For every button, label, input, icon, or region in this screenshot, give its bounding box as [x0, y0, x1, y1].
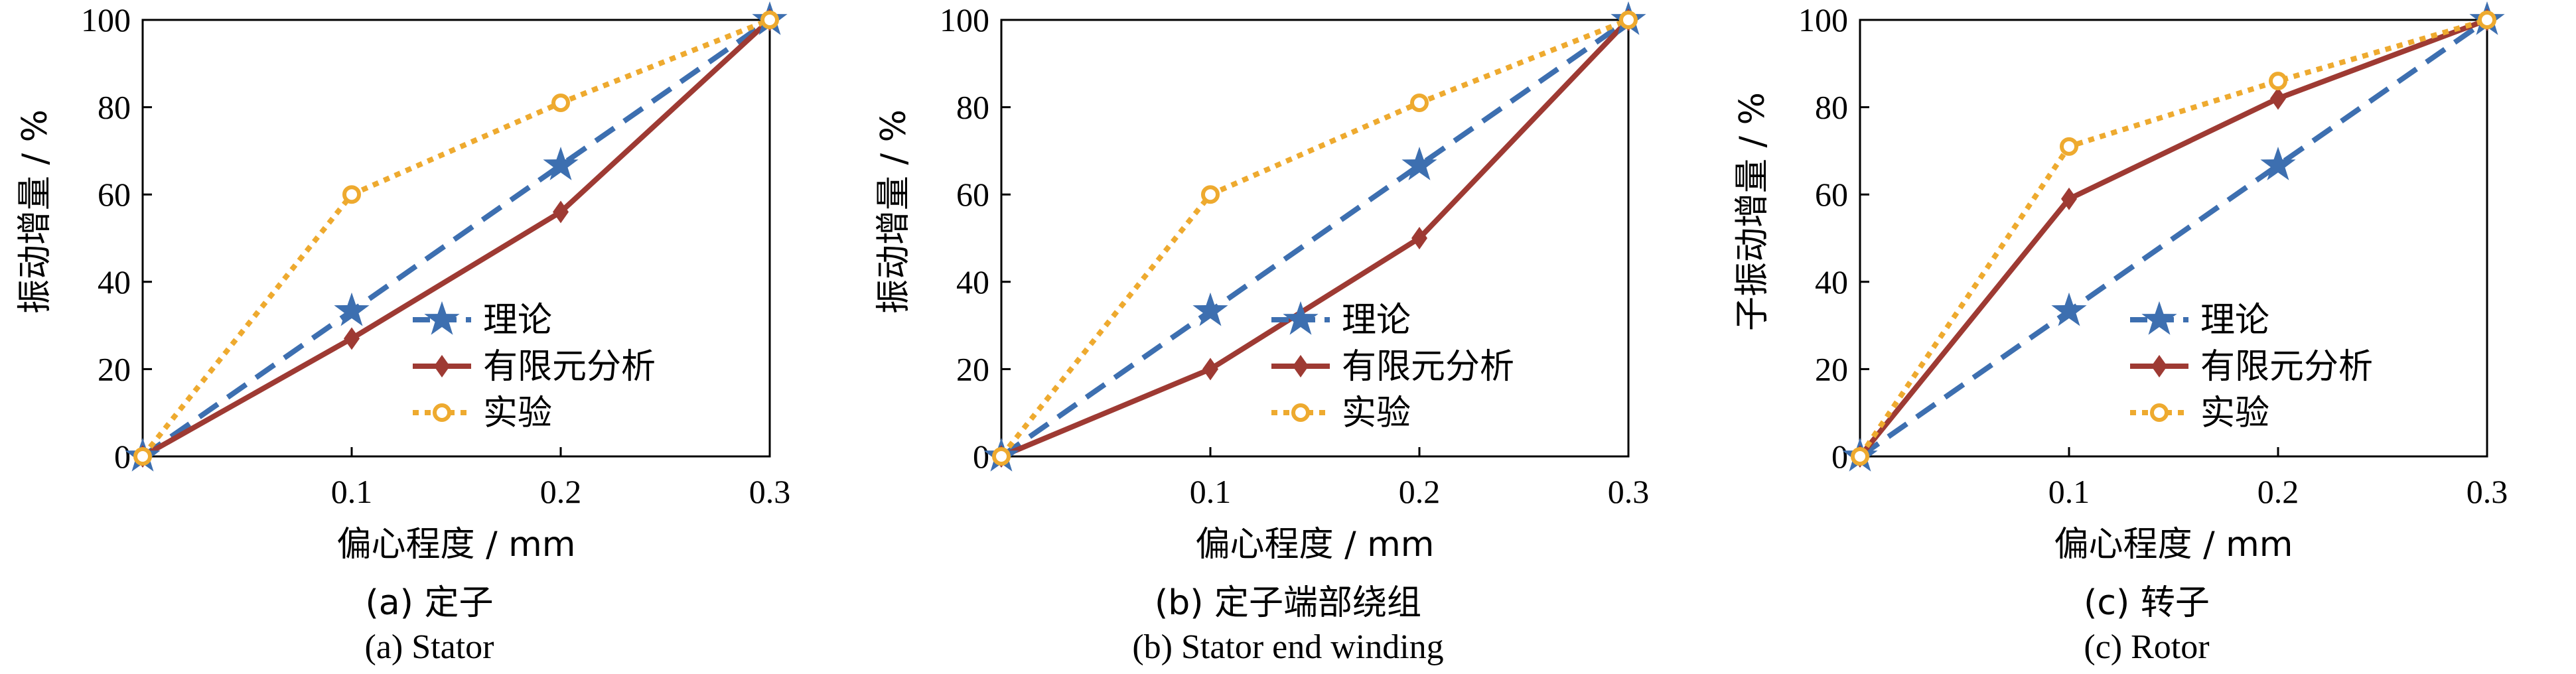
series-line-2: [999, 17, 1630, 458]
y-tick-label: 80: [956, 89, 989, 126]
x-tick-label: 0.3: [749, 473, 791, 510]
caption-cn-c: (c) 转子: [2084, 583, 2210, 623]
y-tick-label: 40: [98, 263, 131, 301]
legend-label-2: 实验: [1342, 393, 1411, 433]
y-tick-label: 60: [956, 176, 989, 213]
chart-b-svg: 0 20 40 60 80 100 0.1 0.2 0.3 偏心程度 / mm 振动增量 / % 理论…: [874, 1, 1650, 565]
series-0-point: [2051, 292, 2087, 326]
series-1-point: [1202, 358, 1218, 381]
legend-label-0: 理论: [483, 301, 552, 340]
series-line-0: [999, 17, 1630, 459]
legend-marker-0: [1283, 301, 1319, 335]
y-tick-label: 20: [98, 350, 131, 387]
series-1-point: [553, 200, 569, 224]
legend-label-1: 有限元分析: [1342, 347, 1514, 387]
x-tick-label: 0.1: [331, 473, 373, 510]
legend-label-1: 有限元分析: [483, 347, 656, 387]
x-axis-label: 偏心程度 / mm: [337, 525, 576, 565]
y-tick-label: 40: [956, 263, 989, 301]
legend-label-1: 有限元分析: [2200, 347, 2373, 387]
series-0-point: [1401, 147, 1437, 180]
series-line-1: [1000, 18, 1630, 459]
x-tick-label: 0.2: [1399, 473, 1441, 510]
series-1-point: [2061, 187, 2077, 210]
y-axis-label: 振动增量 / %: [15, 109, 55, 314]
legend-marker-1: [2151, 355, 2167, 377]
series-1-point: [1411, 227, 1427, 249]
x-tick-label: 0.1: [2048, 473, 2090, 510]
legend-marker-1: [1293, 355, 1309, 377]
legend-marker-2: [1291, 403, 1310, 422]
series-line-0: [1858, 17, 2489, 459]
y-axis-label: 振动增量 / %: [874, 109, 914, 314]
legend-label-2: 实验: [483, 393, 552, 433]
series-1-point: [344, 327, 360, 350]
legend-marker-2: [433, 403, 451, 422]
series-2-point: [1201, 185, 1220, 204]
legend-label-0: 理论: [1342, 301, 1411, 340]
y-tick-label: 20: [956, 350, 989, 387]
caption-cn-b: (b) 定子端部绕组: [1154, 583, 1422, 623]
series-line-0: [141, 17, 772, 459]
legend-marker-0: [2141, 301, 2177, 335]
legend-label-2: 实验: [2200, 393, 2269, 433]
series-2-point: [342, 185, 361, 204]
series-2-point: [1410, 94, 1429, 113]
y-tick-label: 40: [1815, 263, 1848, 301]
y-tick-label: 20: [1815, 350, 1848, 387]
series-0-point: [334, 292, 370, 326]
series-2-point: [760, 11, 779, 29]
y-tick-label: 60: [1815, 176, 1848, 213]
y-tick-label: 60: [98, 176, 131, 213]
y-tick-label: 100: [940, 1, 989, 38]
y-tick-label: 80: [98, 89, 131, 126]
caption-en-a: (a) Stator: [364, 628, 494, 666]
series-line-1: [1857, 17, 2488, 458]
series-2-point: [992, 447, 1011, 466]
series-2-point: [2269, 72, 2287, 91]
series-2-point: [1851, 447, 1869, 466]
legend-label-0: 理论: [2200, 301, 2269, 340]
chart-panel-a: 0 20 40 60 80 100 0.1 0.2 0.3 偏心程度 / mm 振动增量 / % 理论…: [0, 0, 859, 674]
x-tick-label: 0.1: [1190, 473, 1232, 510]
plot-frame: [1000, 19, 1630, 458]
series-2-point: [2478, 11, 2496, 29]
series-line-2: [1857, 17, 2488, 458]
x-tick-label: 0.2: [2257, 473, 2299, 510]
x-axis-label: 偏心程度 / mm: [1196, 525, 1435, 565]
x-tick-label: 0.2: [540, 473, 582, 510]
series-1-point: [2270, 87, 2286, 110]
y-tick-label: 0: [1831, 438, 1848, 475]
series-0-point: [2260, 147, 2296, 180]
x-tick-label: 0.3: [2467, 473, 2508, 510]
plot-frame: [1859, 19, 2488, 458]
x-tick-label: 0.3: [1608, 473, 1650, 510]
chart-panel-b: 0 20 40 60 80 100 0.1 0.2 0.3 偏心程度 / mm 振动增量 / % 理论…: [859, 0, 1717, 674]
series-2-point: [551, 94, 570, 113]
x-axis-label: 偏心程度 / mm: [2054, 525, 2293, 565]
legend-marker-2: [2150, 403, 2169, 422]
legend-marker-1: [434, 355, 450, 377]
series-line-2: [140, 17, 771, 458]
y-tick-label: 0: [973, 438, 989, 475]
chart-a-svg: 0 20 40 60 80 100 0.1 0.2 0.3 偏心程度 / mm 振动增量 / % 理论…: [15, 1, 791, 565]
y-tick-label: 0: [114, 438, 131, 475]
y-axis-label: 子振动增量 / %: [1733, 92, 1772, 331]
y-tick-label: 80: [1815, 89, 1848, 126]
chart-c-svg: 0 20 40 60 80 100 0.1 0.2 0.3 偏心程度 / mm 子振动增量 / % 理…: [1733, 1, 2508, 565]
series-0-point: [543, 147, 579, 180]
chart-panel-c: 0 20 40 60 80 100 0.1 0.2 0.3 偏心程度 / mm 子振动增量 / % 理…: [1717, 0, 2576, 674]
plot-frame: [141, 19, 771, 458]
caption-en-c: (c) Rotor: [2084, 628, 2210, 666]
series-2-point: [1619, 11, 1638, 29]
caption-en-b: (b) Stator end winding: [1132, 628, 1444, 666]
series-2-point: [133, 447, 152, 466]
series-0-point: [1192, 292, 1228, 326]
series-2-point: [2060, 137, 2078, 156]
legend-marker-0: [424, 301, 460, 335]
y-tick-label: 100: [81, 1, 131, 38]
y-tick-label: 100: [1798, 1, 1848, 38]
series-line-1: [141, 18, 772, 459]
caption-cn-a: (a) 定子: [365, 583, 494, 623]
